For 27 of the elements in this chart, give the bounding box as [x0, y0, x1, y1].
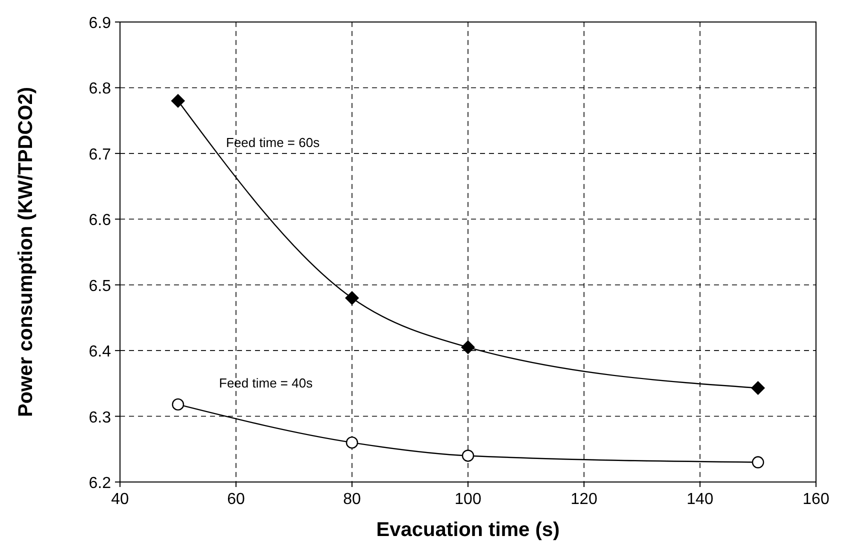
x-tick-label: 140 — [686, 491, 714, 508]
x-tick-label: 60 — [227, 491, 245, 508]
x-tick-label: 100 — [454, 491, 482, 508]
x-tick-label: 160 — [802, 491, 830, 508]
y-tick-label: 6.7 — [88, 146, 112, 164]
point — [752, 456, 764, 468]
x-tick-label: 120 — [570, 491, 598, 508]
y-tick-label: 6.4 — [88, 344, 112, 361]
x-tick-label: 80 — [343, 491, 361, 508]
point — [171, 94, 185, 108]
series-label: Feed time = 60s — [226, 134, 320, 150]
series-label: Feed time = 40s — [219, 375, 314, 390]
y-tick-label: 6.8 — [88, 80, 112, 98]
x-tick-label: 40 — [111, 491, 129, 508]
y-tick-label: 6.6 — [88, 212, 112, 230]
point — [345, 291, 359, 305]
point — [461, 340, 475, 354]
y-tick-label: 6.3 — [88, 409, 112, 426]
point — [751, 381, 765, 396]
point — [462, 450, 474, 462]
x-axis-title: Evacuation time (s) — [376, 519, 560, 541]
y-tick-label: 6.2 — [88, 475, 112, 492]
y-tick-label: 6.9 — [88, 15, 112, 32]
y-tick-label: 6.5 — [88, 278, 112, 295]
point — [346, 436, 358, 449]
y-axis-title: Power consumption (KW/TPDCO2) — [15, 87, 37, 417]
point — [172, 398, 184, 411]
